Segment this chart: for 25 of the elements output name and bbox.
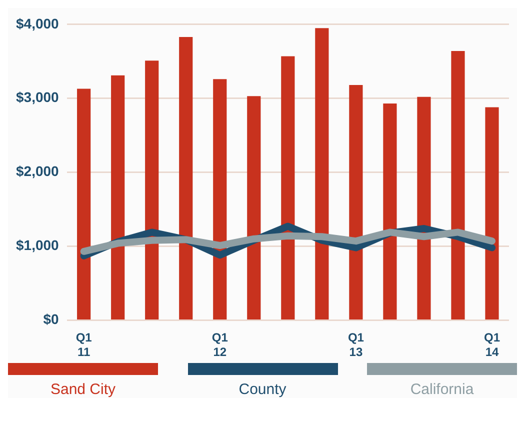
x-tick-label: Q1 12 xyxy=(212,330,228,360)
y-tick-label: $4,000 xyxy=(16,15,60,32)
bar xyxy=(485,107,499,320)
text: County xyxy=(238,381,286,398)
y-tick-label: $2,000 xyxy=(16,163,60,180)
bar xyxy=(315,28,329,320)
y-tick-label: $0 xyxy=(43,311,60,328)
bar xyxy=(349,85,363,320)
bar xyxy=(451,51,465,320)
bar xyxy=(417,96,431,320)
y-tick-label: $3,000 xyxy=(16,89,60,106)
text: California xyxy=(410,381,474,398)
bar xyxy=(281,56,295,320)
bar xyxy=(77,88,91,320)
bar xyxy=(213,79,227,320)
x-tick-label: Q1 14 xyxy=(484,330,500,360)
bar xyxy=(179,36,193,320)
bar xyxy=(145,60,159,320)
y-tick-label: $1,000 xyxy=(16,237,60,254)
bar xyxy=(383,104,397,320)
bar xyxy=(247,96,261,320)
x-tick-label: Q1 11 xyxy=(76,330,92,360)
x-tick-label: Q1 13 xyxy=(348,330,364,360)
text: Sand City xyxy=(50,381,116,398)
bar xyxy=(111,75,125,320)
